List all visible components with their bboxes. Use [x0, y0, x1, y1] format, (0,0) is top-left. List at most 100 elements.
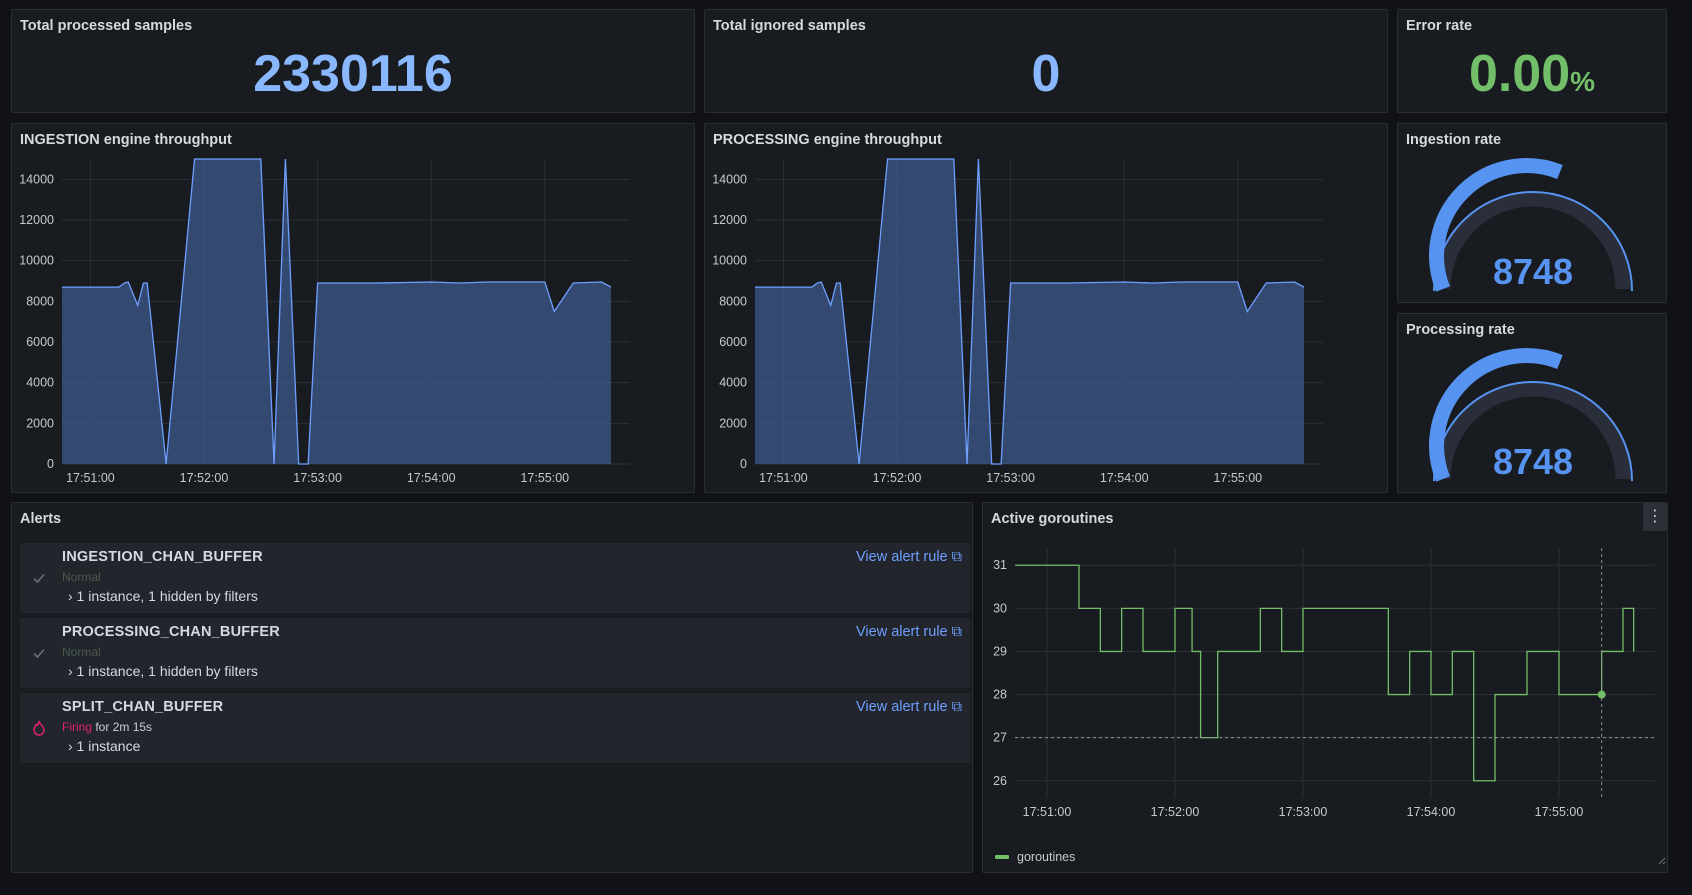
series-area [755, 159, 1305, 464]
alert-item[interactable]: INGESTION_CHAN_BUFFER Normal › 1 instanc… [20, 543, 970, 613]
legend-swatch [995, 855, 1009, 859]
stat-value: 0 [1031, 45, 1061, 103]
gauge-outline [1433, 381, 1633, 482]
alert-state: Normal [62, 570, 101, 584]
external-link-icon: ⧉ [951, 624, 962, 640]
y-tick-label: 6000 [26, 335, 54, 349]
stat-panel-ignored[interactable]: Total ignored samples 0 [704, 9, 1388, 113]
x-tick-label: 17:52:00 [873, 471, 922, 485]
y-tick-label: 27 [993, 731, 1007, 745]
x-tick-label: 17:55:00 [1535, 805, 1584, 819]
ingestion-throughput-panel[interactable]: INGESTION engine throughput 0 2000 4000 600… [11, 123, 695, 493]
panel-title: Active goroutines [991, 511, 1114, 527]
panel-title: INGESTION engine throughput [20, 132, 232, 148]
alert-instances-toggle[interactable]: › 1 instance [68, 738, 141, 754]
ingestion-throughput-chart: 0 2000 4000 6000 8000 10000 12000 14000 17:51:00… [19, 158, 630, 485]
goroutines-panel[interactable]: Active goroutines ⋮ 26 27 28 29 30 31 17:51:00… [982, 502, 1668, 873]
alert-state: Normal [62, 645, 101, 659]
panel-title: Error rate [1406, 18, 1473, 34]
gauge-fill [1429, 158, 1563, 292]
error-rate-number: 0.00 [1468, 45, 1571, 103]
x-tick-label: 17:54:00 [407, 471, 456, 485]
y-tick-label: 14000 [19, 172, 54, 186]
alert-state: Firing for 2m 15s [62, 720, 152, 734]
x-tick-label: 17:54:00 [1100, 471, 1149, 485]
processing-throughput-panel[interactable]: PROCESSING engine throughput 0 2000 4000 60… [704, 123, 1388, 493]
panel-title: Total ignored samples [713, 18, 866, 34]
x-tick-label: 17:51:00 [759, 471, 808, 485]
y-tick-label: 26 [993, 774, 1007, 788]
gauge-fill [1429, 348, 1563, 482]
y-tick-label: 8000 [26, 294, 54, 308]
y-tick-label: 29 [993, 644, 1007, 658]
gauge-value: 8748 [1493, 441, 1573, 482]
gauge-outline [1433, 191, 1633, 292]
external-link-icon: ⧉ [951, 699, 962, 715]
y-tick-label: 6000 [719, 335, 747, 349]
alerts-panel[interactable]: Alerts INGESTION_CHAN_BUFFER Normal › 1 … [11, 502, 973, 873]
x-tick-label: 17:54:00 [1407, 805, 1456, 819]
alert-name: PROCESSING_CHAN_BUFFER [62, 624, 280, 640]
y-tick-label: 14000 [712, 172, 747, 186]
link-label: View alert rule [856, 549, 948, 565]
gauge-value: 8748 [1493, 251, 1573, 292]
panel-title: Processing rate [1406, 322, 1515, 338]
y-tick-label: 4000 [719, 376, 747, 390]
alert-item[interactable]: PROCESSING_CHAN_BUFFER Normal › 1 instan… [20, 618, 970, 688]
stat-panel-processed[interactable]: Total processed samples 2330116 [11, 9, 695, 113]
view-alert-rule-link[interactable]: View alert rule ⧉ [856, 549, 962, 565]
hover-point [1597, 690, 1606, 699]
y-tick-label: 12000 [712, 213, 747, 227]
y-tick-label: 30 [993, 601, 1007, 615]
panel-title: Alerts [20, 511, 62, 527]
stat-value: 2330116 [253, 45, 453, 103]
y-tick-label: 0 [47, 457, 54, 471]
stat-panel-error-rate[interactable]: Error rate 0.00% [1397, 9, 1667, 113]
y-tick-label: 4000 [26, 376, 54, 390]
x-tick-label: 17:51:00 [1023, 805, 1072, 819]
gauge-track [1435, 381, 1631, 480]
x-tick-label: 17:52:00 [1151, 805, 1200, 819]
y-tick-label: 28 [993, 688, 1007, 702]
check-icon [33, 648, 45, 659]
alert-instances-toggle[interactable]: › 1 instance, 1 hidden by filters [68, 588, 258, 604]
legend-label: goroutines [1017, 850, 1075, 864]
x-tick-label: 17:55:00 [520, 471, 569, 485]
processing-rate-panel[interactable]: Processing rate 8748 [1397, 313, 1667, 493]
x-tick-label: 17:53:00 [293, 471, 342, 485]
x-tick-label: 17:53:00 [986, 471, 1035, 485]
y-tick-label: 8000 [719, 294, 747, 308]
alert-item[interactable]: SPLIT_CHAN_BUFFER Firing for 2m 15s › 1 … [20, 693, 970, 763]
x-tick-label: 17:53:00 [1279, 805, 1328, 819]
view-alert-rule-link[interactable]: View alert rule ⧉ [856, 699, 962, 715]
link-label: View alert rule [856, 699, 948, 715]
panel-title: Ingestion rate [1406, 132, 1502, 148]
alert-name: SPLIT_CHAN_BUFFER [62, 699, 224, 715]
view-alert-rule-link[interactable]: View alert rule ⧉ [856, 624, 962, 640]
x-tick-label: 17:55:00 [1213, 471, 1262, 485]
y-tick-label: 12000 [19, 213, 54, 227]
ingestion-rate-panel[interactable]: Ingestion rate 8748 [1397, 123, 1667, 303]
processing-throughput-chart: 0 2000 4000 6000 8000 10000 12000 14000 17:51:00… [712, 158, 1323, 485]
error-rate-unit: % [1570, 66, 1596, 97]
series-area [62, 159, 612, 464]
x-tick-label: 17:51:00 [66, 471, 115, 485]
series-line [62, 158, 612, 465]
alert-instances-toggle[interactable]: › 1 instance, 1 hidden by filters [68, 663, 258, 679]
series-line [1015, 564, 1635, 782]
alert-state-duration: for 2m 15s [92, 720, 153, 734]
panel-title: PROCESSING engine throughput [713, 132, 942, 148]
y-tick-label: 10000 [712, 254, 747, 268]
resize-handle-icon [1658, 857, 1666, 865]
y-tick-label: 31 [993, 558, 1007, 572]
link-label: View alert rule [856, 624, 948, 640]
fire-icon [33, 720, 45, 736]
check-icon [33, 573, 45, 584]
panel-title: Total processed samples [20, 18, 193, 34]
x-tick-label: 17:52:00 [180, 471, 229, 485]
alert-state-firing: Firing [62, 720, 93, 734]
processing-rate-gauge: 8748 [1429, 348, 1633, 482]
more-vertical-icon[interactable]: ⋮ [1643, 503, 1667, 531]
y-tick-label: 2000 [719, 416, 747, 430]
y-tick-label: 2000 [26, 416, 54, 430]
